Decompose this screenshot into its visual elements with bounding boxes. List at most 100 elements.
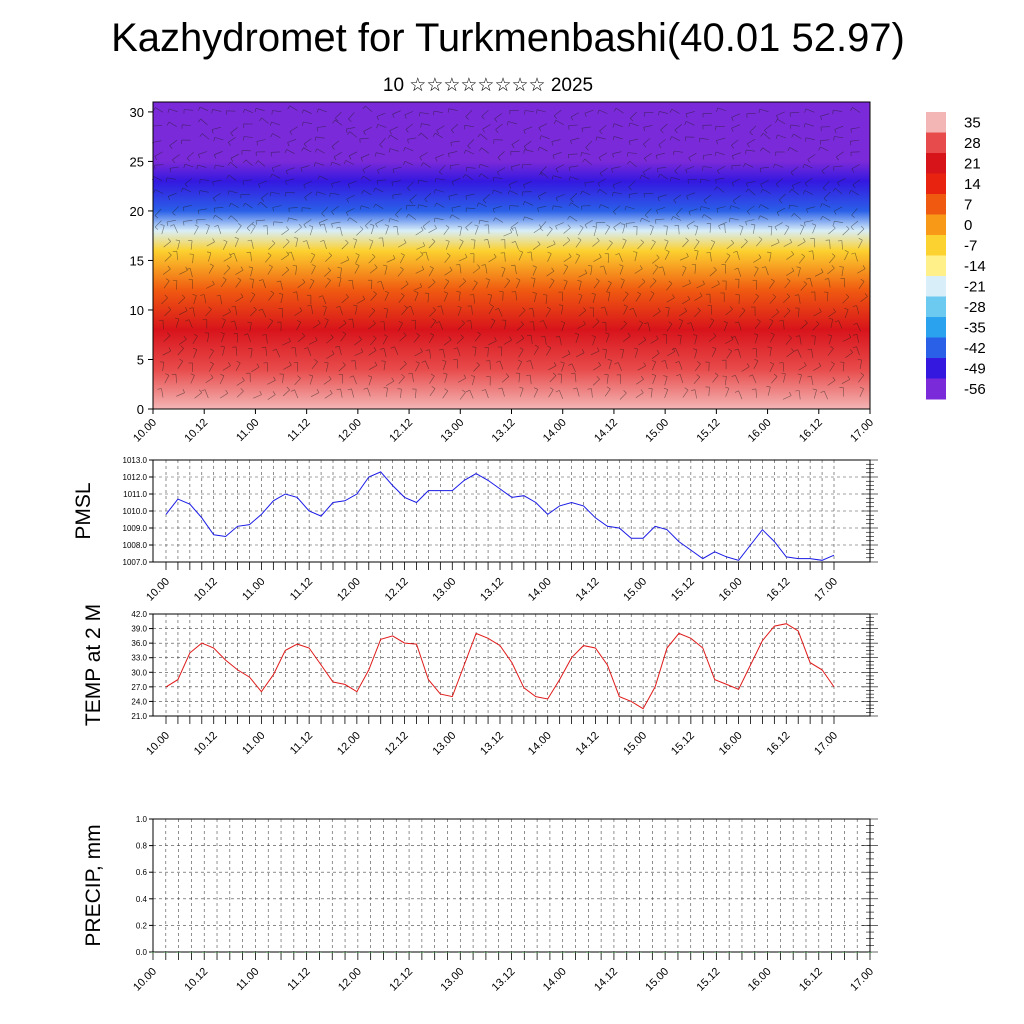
wind-barb-feather	[660, 129, 664, 134]
wind-barb	[591, 388, 593, 398]
wind-barb-feather	[523, 184, 526, 189]
wind-barb	[172, 206, 179, 213]
wind-barb	[288, 217, 298, 221]
wind-barb	[553, 175, 562, 179]
wind-barb-feather	[612, 184, 615, 189]
wind-barb-feather	[421, 265, 425, 270]
wind-barb	[578, 227, 584, 236]
wind-barb-feather	[289, 131, 293, 135]
wind-barb-feather	[802, 238, 806, 242]
wind-barb	[235, 362, 241, 372]
wind-barb	[273, 221, 283, 223]
wind-barb-feather	[328, 252, 332, 256]
wind-barb	[208, 265, 214, 274]
wind-barb	[711, 283, 720, 289]
wind-barb	[346, 208, 355, 213]
wind-barb-feather	[230, 158, 234, 162]
wind-barb	[349, 131, 357, 138]
wind-barb	[762, 188, 771, 194]
wind-barb-feather	[568, 253, 572, 257]
colorbar-swatch	[926, 296, 946, 318]
wind-barb-feather	[371, 307, 376, 311]
wind-barb	[562, 240, 571, 247]
wind-barb-feather	[227, 162, 231, 166]
wind-barb	[856, 305, 860, 315]
wind-barb-feather	[336, 388, 341, 390]
wind-barb	[213, 192, 221, 199]
wind-barb	[549, 375, 557, 383]
wind-barb-feather	[347, 388, 352, 391]
wind-barb-feather	[302, 121, 304, 126]
wind-barb	[268, 293, 275, 301]
wind-barb	[679, 335, 682, 345]
wind-barb	[798, 256, 805, 264]
wind-barb	[396, 226, 399, 236]
wind-barb-feather	[172, 212, 176, 216]
wind-barb-feather	[729, 306, 733, 310]
wind-barb	[429, 388, 436, 397]
wind-barb-feather	[287, 142, 290, 147]
wind-barb-feather	[791, 267, 795, 272]
colorbar-swatch	[926, 214, 946, 236]
wind-barb-feather	[373, 291, 377, 295]
wind-barb-feather	[360, 157, 363, 162]
x-tick-label: 15.12	[695, 966, 723, 994]
precip-bar	[355, 952, 360, 953]
wind-barb-feather	[547, 345, 552, 349]
wind-barb	[257, 160, 266, 167]
wind-barb	[411, 373, 414, 383]
x-tick-label: 13.00	[430, 576, 458, 604]
wind-barb-feather	[757, 318, 761, 322]
wind-barb	[315, 136, 325, 139]
wind-barb	[658, 194, 667, 198]
wind-barb	[474, 347, 477, 357]
wind-barb-feather	[686, 195, 689, 200]
wind-barb-feather	[463, 374, 467, 379]
wind-barb-feather	[676, 374, 681, 377]
wind-barb	[465, 174, 473, 180]
wind-barb	[250, 348, 253, 358]
colorbar-swatch	[926, 337, 946, 359]
wind-barb	[786, 351, 794, 358]
wind-barb-feather	[317, 319, 321, 324]
wind-barb	[188, 319, 193, 329]
precip-bar	[675, 952, 680, 953]
wind-barb-feather	[803, 362, 807, 366]
x-tick-label: 14.00	[526, 576, 554, 604]
wind-barb	[845, 352, 853, 359]
wind-barb-feather	[259, 279, 263, 282]
wind-barb-feather	[194, 224, 199, 227]
x-tick-label: 17.00	[848, 417, 876, 445]
wind-barb	[184, 163, 194, 168]
colorbar-label: -42	[964, 340, 986, 357]
wind-barb-feather	[759, 168, 761, 173]
wind-barb-feather	[657, 173, 661, 178]
wind-barb-feather	[439, 348, 444, 351]
wind-barb-feather	[493, 253, 497, 258]
wind-barb-feather	[361, 190, 364, 194]
wind-barb	[416, 245, 425, 250]
wind-barb-feather	[328, 375, 332, 380]
wind-barb	[715, 151, 725, 155]
wind-barb-feather	[637, 291, 641, 295]
wind-barb-feather	[209, 263, 214, 267]
wind-barb	[375, 187, 384, 193]
wind-barb-feather	[658, 144, 662, 149]
x-tick-label: 12.12	[387, 966, 415, 994]
wind-barb	[338, 364, 346, 372]
wind-barb-feather	[208, 306, 212, 310]
wind-barb-feather	[760, 133, 764, 137]
wind-barb-feather	[346, 198, 349, 203]
wind-barb	[368, 323, 376, 330]
wind-barb	[700, 178, 710, 181]
wind-barb	[368, 365, 378, 370]
wind-barb-feather	[270, 173, 273, 178]
wind-barb-feather	[384, 224, 389, 227]
wind-barb	[768, 320, 774, 329]
wind-barb	[798, 294, 801, 304]
wind-barb	[200, 179, 210, 181]
wind-barb	[501, 387, 505, 397]
wind-barb	[481, 147, 489, 154]
wind-barb	[383, 361, 386, 371]
wind-barb	[169, 140, 178, 146]
